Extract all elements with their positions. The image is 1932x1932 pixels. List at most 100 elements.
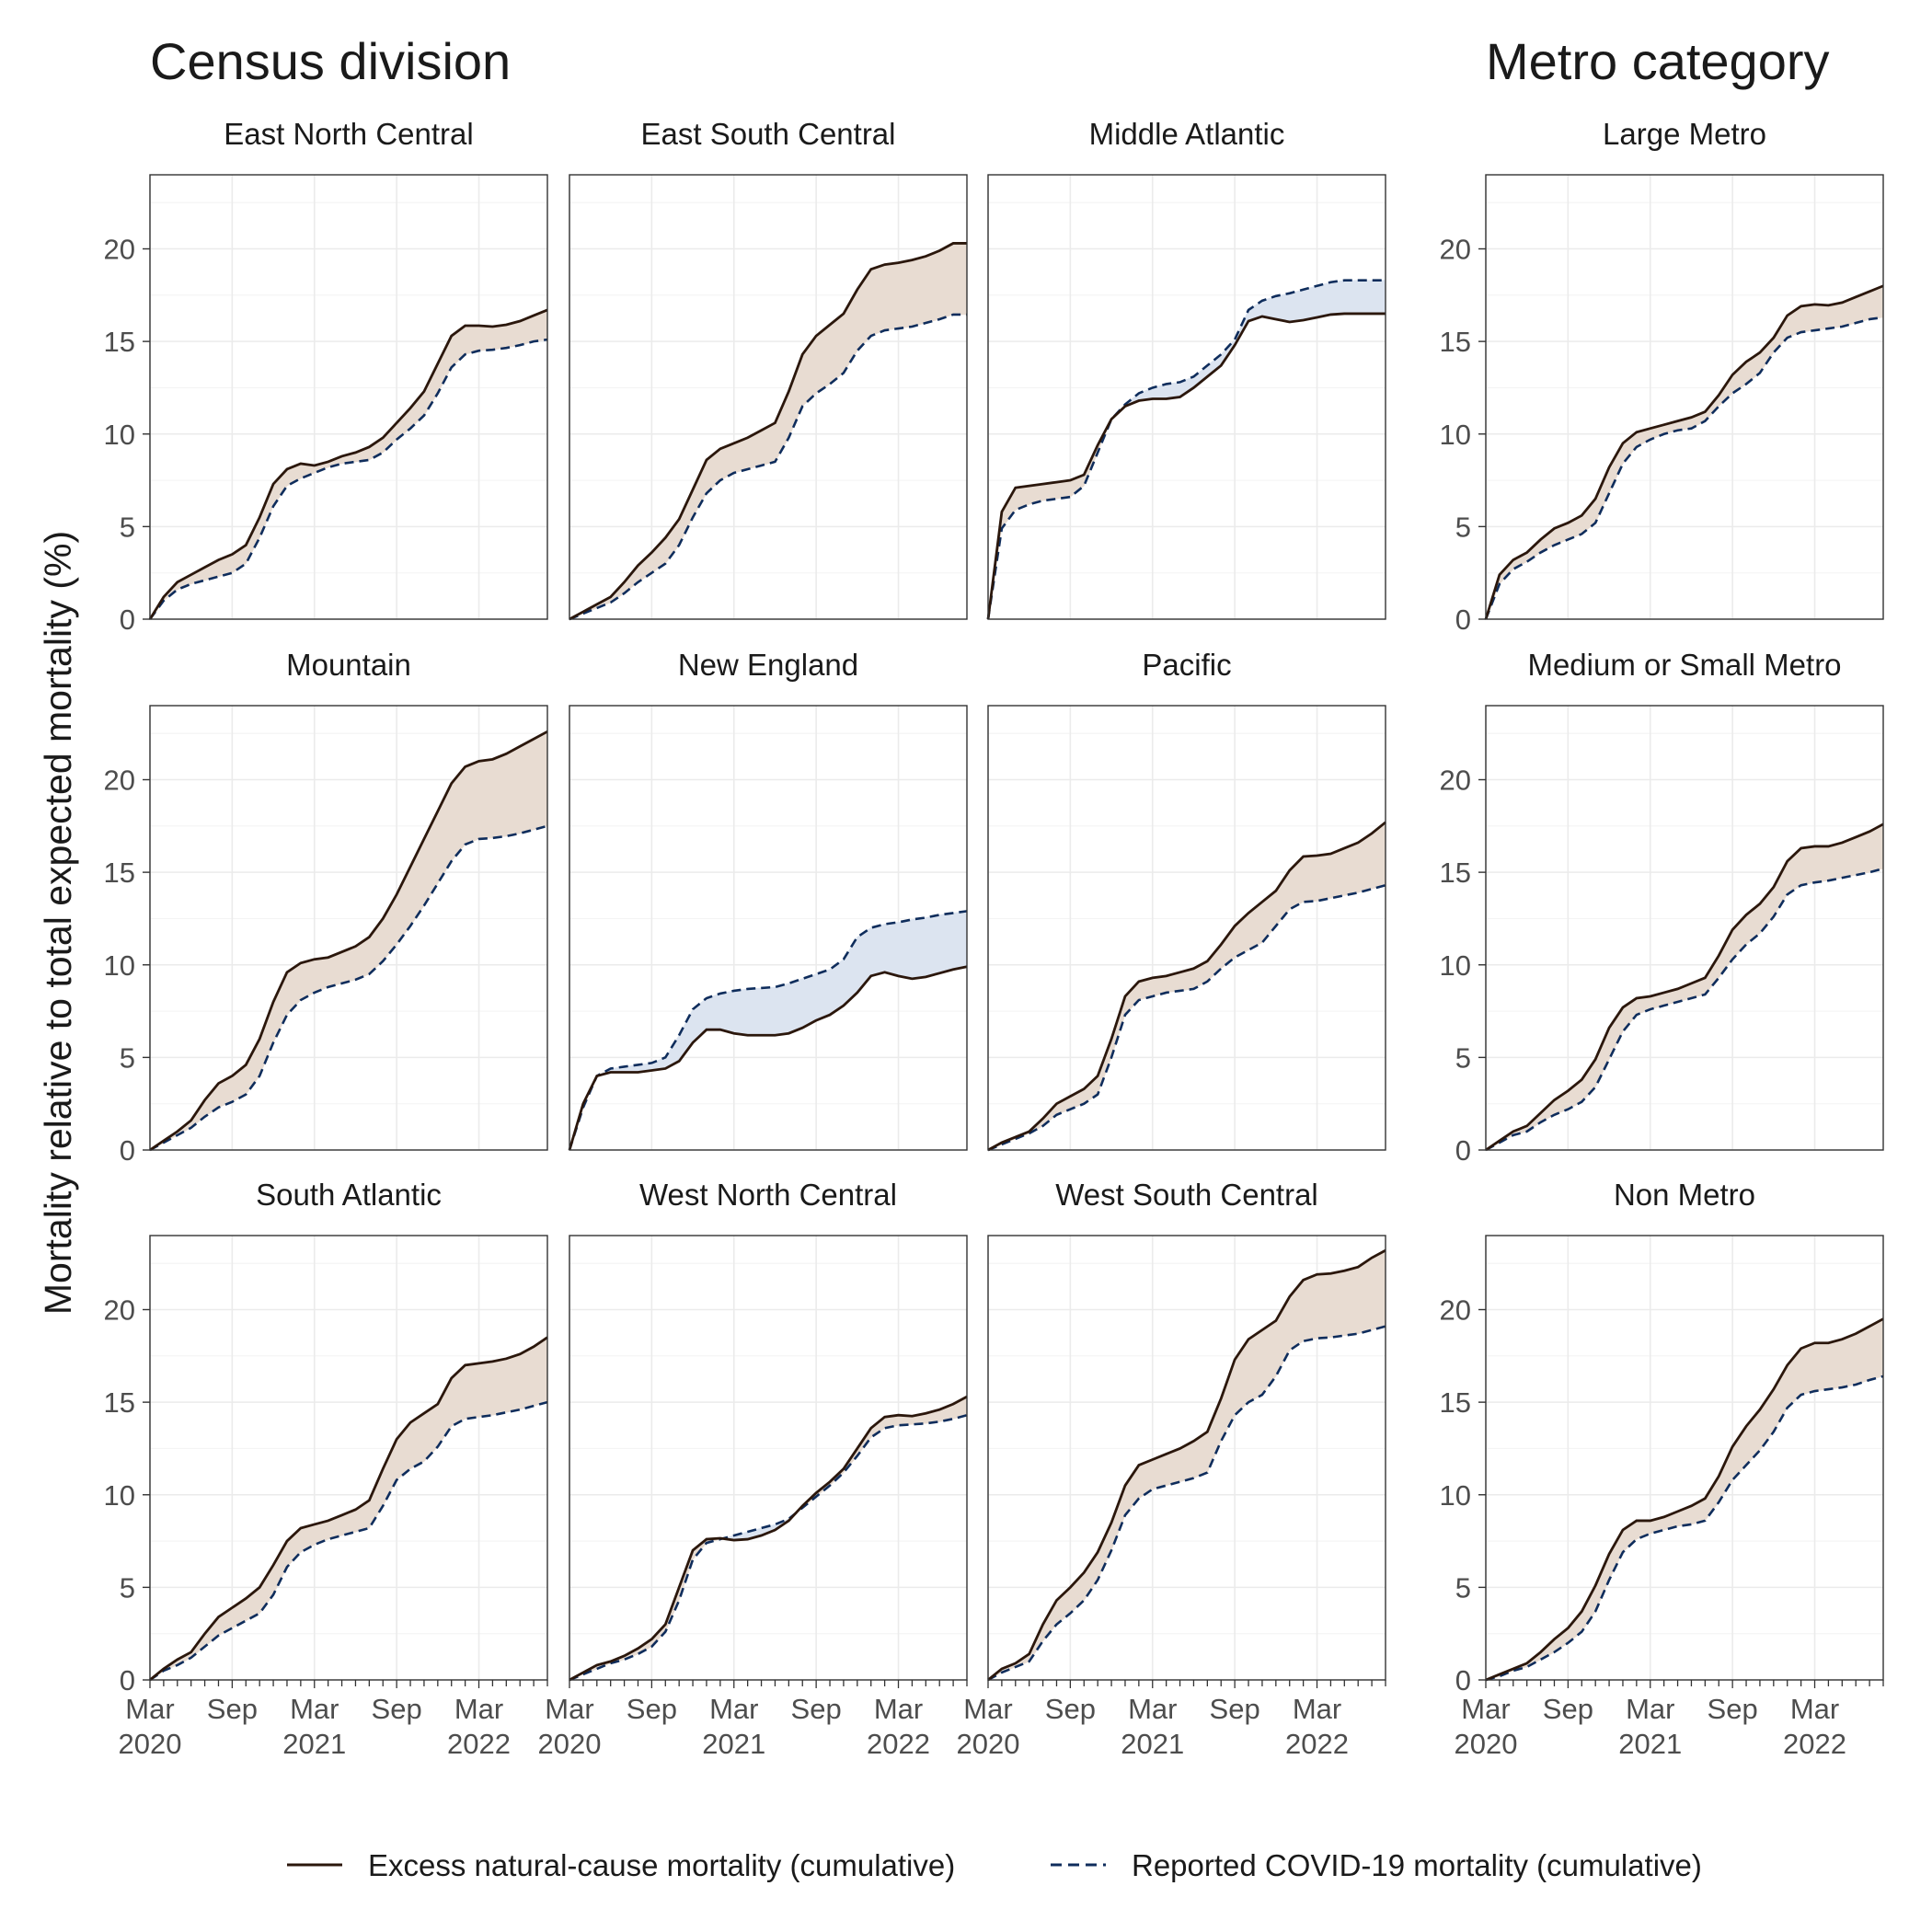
gap-ribbon-segment [747,987,762,1036]
panel-border [1485,705,1884,1151]
panel-title: Medium or Small Metro [1527,648,1841,682]
y-tick-label: 0 [120,1134,135,1167]
panel-title: East North Central [224,117,473,151]
x-tick-label: Mar [1128,1693,1177,1725]
gap-ribbon-segment [1261,890,1277,944]
panel-border [1485,1235,1884,1681]
gap-ribbon-segment [1814,1342,1829,1392]
gap-ribbon-segment [1344,280,1359,315]
line-excess-natural-cause-mortality [149,1336,548,1682]
line-reported-covid-mortality [1485,1374,1884,1682]
y-tick-label: 5 [1455,1041,1471,1074]
gap-ribbon-segment [692,459,707,519]
gap-ribbon-segment [638,551,652,583]
gap-ribbon-segment [1220,1359,1236,1442]
x-tick-label: Mar [125,1693,174,1725]
gap-ribbon-segment [719,990,735,1034]
gap-ribbon-segment [952,243,968,316]
x-tick-label: Sep [1543,1693,1593,1725]
gap-ribbon-segment [938,242,954,320]
gap-ribbon-segment [506,1353,521,1413]
y-tick-label: 10 [104,419,135,451]
gap-ribbon-segment [1248,1329,1263,1403]
gap-ribbon-segment [1759,337,1775,374]
line-reported-covid-mortality [149,1400,548,1682]
line-reported-covid-mortality [569,1413,968,1682]
gap-ribbon-segment [952,911,968,971]
x-tick-year-label: 2020 [1455,1728,1518,1760]
line-excess-natural-cause-mortality [148,308,548,620]
gap-ribbon-segment [314,957,328,994]
panel-east-south-central: East South Central [569,117,968,621]
gap-ribbon-segment [1330,280,1345,316]
gap-ribbon-segment [1289,1279,1304,1351]
y-tick-label: 0 [1455,1664,1471,1696]
panel-middle-atlantic: Middle Atlantic [986,117,1386,620]
x-tick-label: Mar [545,1693,593,1725]
gap-ribbon-segment [898,259,913,329]
x-tick-year-label: 2022 [1285,1728,1349,1760]
panel-title: Large Metro [1603,117,1766,151]
y-tick-label: 20 [104,234,135,266]
x-tick-label: Mar [454,1693,503,1725]
y-tick-label: 0 [120,1664,135,1696]
line-excess-natural-cause-mortality [1485,822,1884,1152]
gap-ribbon-segment [1581,1058,1596,1103]
gap-ribbon-segment [300,959,316,1001]
x-tick-label: Sep [1210,1693,1260,1725]
line-excess-natural-cause-mortality [1484,284,1884,620]
x-tick-year-label: 2022 [447,1728,511,1760]
gap-ribbon-segment [478,1361,493,1418]
line-reported-covid-mortality [1484,316,1884,620]
gap-ribbon-segment [1124,981,1140,1016]
panel-border [987,705,1386,1151]
line-excess-natural-cause-mortality [986,312,1386,620]
gap-ribbon-segment [1705,1475,1719,1522]
panels-layer: East North Central 0 5 10 15 20 East South Cen… [104,117,1884,1760]
gap-ribbon-segment [1357,1257,1373,1335]
gap-ribbon-segment [884,262,899,331]
x-tick-label: Mar [1626,1693,1674,1725]
gap-ribbon-segment [1330,1270,1345,1339]
gap-ribbon-segment [1608,1006,1624,1060]
gap-ribbon-segment [533,1337,548,1407]
legend: Excess natural-cause mortality (cumulati… [287,1848,1702,1882]
y-tick-label: 5 [120,511,135,543]
gap-ribbon-segment [1207,1397,1222,1473]
gap-ribbon-segment [506,745,521,837]
gap-ribbon-segment [1842,836,1857,879]
gap-ribbon-segment [465,760,479,845]
gap-ribbon-segment [1869,1318,1884,1381]
y-axis-label: Mortality relative to total expected mor… [37,531,79,1315]
line-excess-natural-cause-mortality [987,1248,1386,1682]
line-reported-covid-mortality [149,824,548,1152]
gap-ribbon-segment [733,988,748,1036]
panel-border [987,1235,1386,1681]
x-tick-label: Mar [874,1693,923,1725]
panel-title: Middle Atlantic [1089,117,1285,151]
gap-ribbon-segment [437,335,453,394]
panel-title: East South Central [641,117,896,151]
gap-ribbon-segment [1800,1342,1815,1396]
line-reported-covid-mortality [569,313,967,621]
y-tick-label: 0 [1455,1134,1471,1167]
y-tick-label: 10 [1440,949,1471,982]
y-tick-label: 15 [1440,326,1471,358]
gap-ribbon-segment [492,1358,507,1416]
x-tick-label: Sep [791,1693,842,1725]
gap-ribbon-segment [1317,853,1331,902]
gap-ribbon-segment [1330,847,1345,899]
x-tick-label: Mar [1461,1693,1510,1725]
gap-ribbon-segment [815,969,831,1021]
panel-new-england: New England [568,648,968,1151]
y-tick-label: 20 [104,1294,135,1327]
gap-ribbon-segment [1303,855,1317,903]
gap-ribbon-segment [272,972,288,1043]
y-tick-label: 10 [1440,1479,1471,1512]
x-tick-year-label: 2022 [867,1728,930,1760]
gap-ribbon-segment [1773,860,1788,918]
line-reported-covid-mortality [568,910,968,1151]
gap-ribbon-segment [912,917,926,980]
gap-ribbon-segment [519,1346,535,1410]
